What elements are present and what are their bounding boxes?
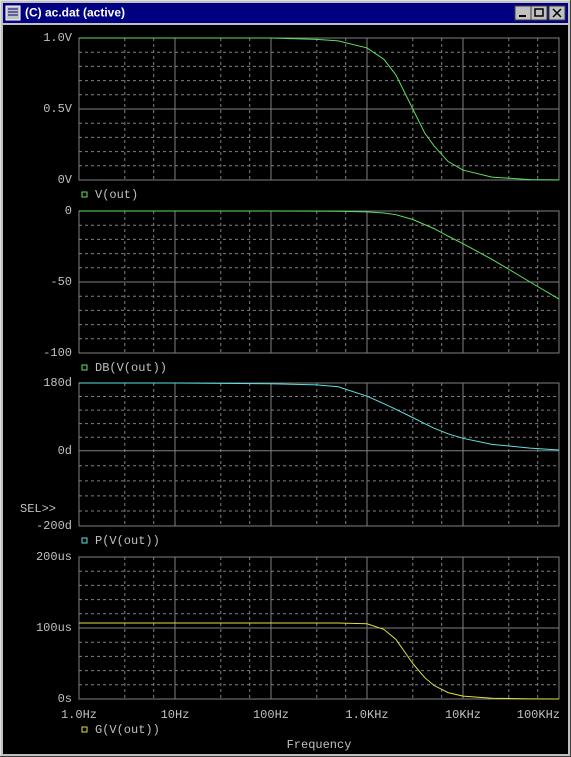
legend-marker bbox=[81, 191, 88, 198]
y-tick-label: -200d bbox=[36, 519, 72, 533]
x-axis-label: Frequency bbox=[287, 738, 352, 752]
close-glyph bbox=[552, 8, 562, 18]
legend-label: DB(V(out)) bbox=[95, 361, 167, 375]
title-bar bbox=[3, 3, 568, 23]
y-tick-label: 200us bbox=[36, 550, 72, 564]
maximize-button[interactable] bbox=[530, 5, 548, 21]
y-tick-label: 0s bbox=[58, 692, 72, 706]
y-tick-label: 100us bbox=[36, 621, 72, 635]
y-tick-label: 1.0V bbox=[43, 31, 73, 45]
y-tick-label: 0V bbox=[58, 173, 73, 187]
window-icon-glyph bbox=[8, 8, 18, 16]
legend-marker bbox=[81, 364, 88, 371]
legend-label: P(V(out)) bbox=[95, 534, 160, 548]
x-tick-label: 1.0KHz bbox=[345, 708, 388, 722]
window-buttons bbox=[514, 5, 566, 21]
legend-label: G(V(out)) bbox=[95, 723, 160, 737]
x-tick-label: 10KHz bbox=[445, 708, 481, 722]
legend-marker bbox=[81, 726, 88, 733]
y-tick-label: 180d bbox=[43, 376, 72, 390]
plot-frame bbox=[78, 382, 560, 527]
y-tick-label: 0 bbox=[65, 204, 72, 218]
series-line bbox=[79, 210, 560, 300]
x-tick-label: 100Hz bbox=[253, 708, 289, 722]
window-title: (C) ac.dat (active) bbox=[25, 6, 125, 20]
legend-label: V(out) bbox=[95, 188, 138, 202]
y-tick-label: -100 bbox=[43, 346, 72, 360]
legend-marker bbox=[81, 537, 88, 544]
plot-area bbox=[3, 25, 568, 754]
window-icon[interactable] bbox=[5, 5, 21, 21]
x-tick-label: 100KHz bbox=[517, 708, 560, 722]
maximize-glyph bbox=[534, 8, 544, 17]
plot-frame bbox=[78, 556, 560, 700]
series-line bbox=[79, 622, 560, 700]
y-tick-label: 0d bbox=[58, 444, 72, 458]
x-tick-label: 10Hz bbox=[161, 708, 190, 722]
series-line bbox=[79, 37, 560, 181]
series-line bbox=[79, 382, 560, 451]
y-tick-label: 0.5V bbox=[43, 102, 73, 116]
minimize-button[interactable] bbox=[514, 5, 532, 21]
x-tick-label: 1.0Hz bbox=[61, 708, 97, 722]
plot-frame bbox=[78, 37, 560, 181]
annotation: SEL>> bbox=[20, 502, 56, 516]
y-tick-label: -50 bbox=[50, 275, 72, 289]
